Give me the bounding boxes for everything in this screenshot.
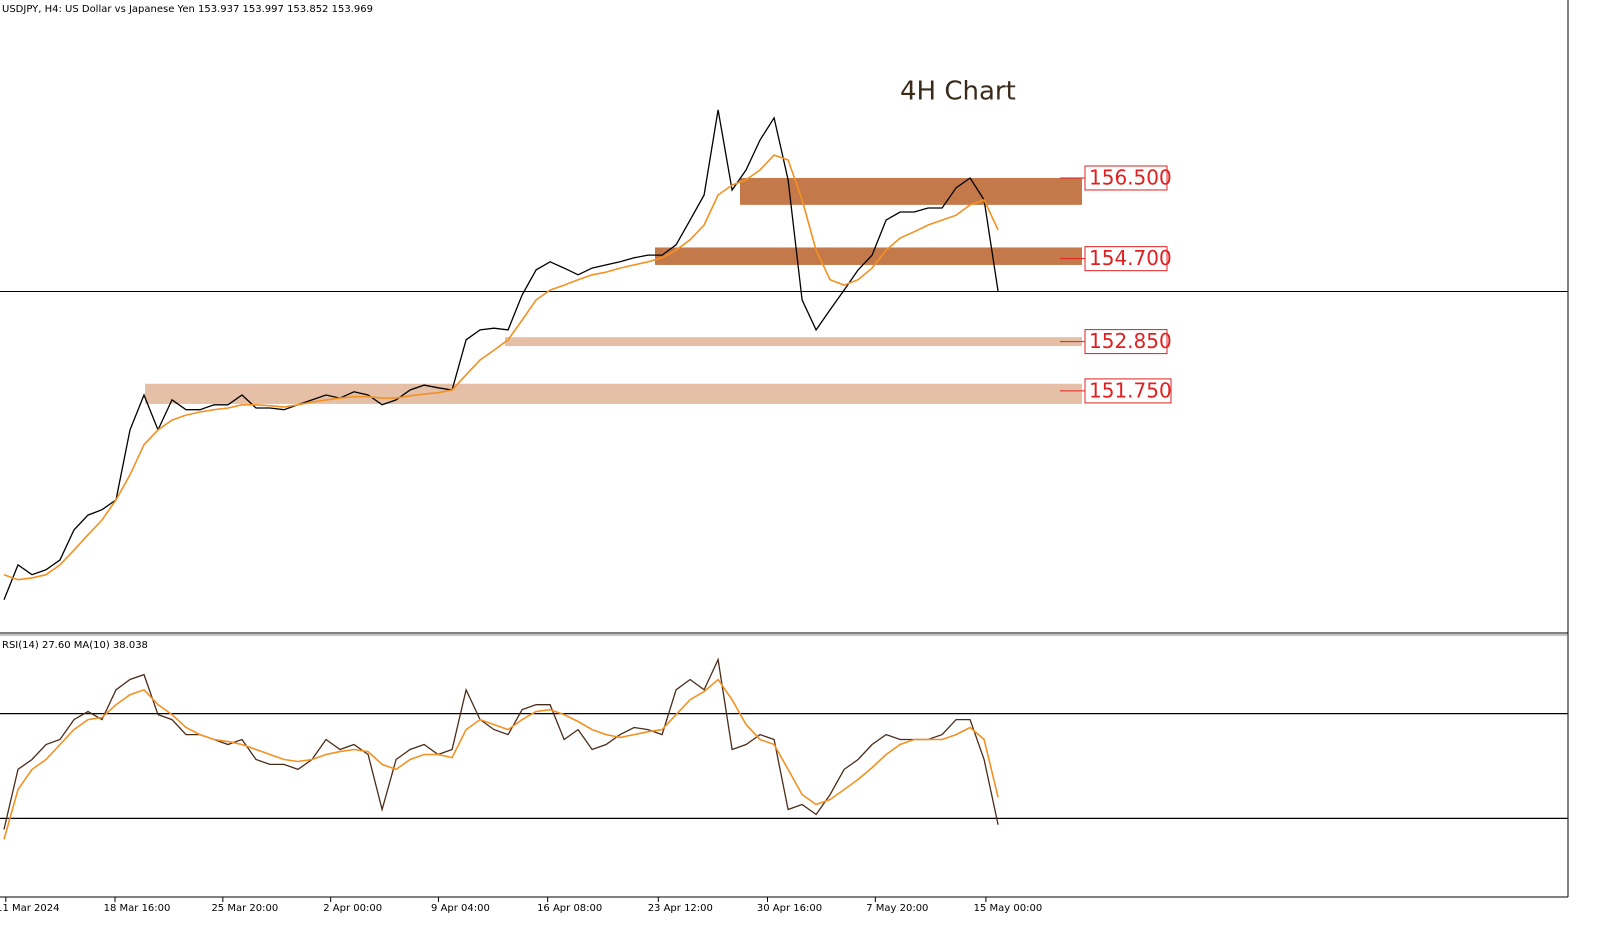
x-tick-label: 16 Apr 08:00 [537,903,602,914]
series-line [3,657,999,830]
level-label-box [1084,246,1168,272]
x-tick-label: 7 May 20:00 [866,903,928,914]
level-label: 154.700 [1089,246,1172,270]
x-tick-label: 30 Apr 16:00 [757,903,822,914]
x-tick-label: 15 May 00:00 [974,903,1043,914]
level-label: 152.850 [1089,329,1172,353]
x-tick-label: 23 Apr 12:00 [648,903,713,914]
series-line [3,678,999,840]
level-label: 156.500 [1089,165,1172,189]
level-label: 151.750 [1089,378,1172,402]
zone [145,383,1082,404]
zone [505,337,1082,347]
x-tick-label: 18 Mar 16:00 [104,903,171,914]
x-tick-label: 2 Apr 00:00 [323,903,382,914]
level-label-box [1084,378,1172,404]
series-line [3,154,999,581]
zone [740,177,1082,205]
x-tick-label: 9 Apr 04:00 [431,903,490,914]
zone [655,247,1082,265]
level-label-box [1084,165,1168,191]
chart-title: USDJPY, H4: US Dollar vs Japanese Yen 15… [2,4,373,15]
x-tick-label: 25 Mar 20:00 [211,903,278,914]
series-line [3,109,999,601]
annotation: 4H Chart [900,77,1016,107]
level-label-box [1084,329,1168,355]
rsi-title: RSI(14) 27.60 MA(10) 38.038 [2,640,148,651]
x-tick-label: 11 Mar 2024 [0,903,60,914]
